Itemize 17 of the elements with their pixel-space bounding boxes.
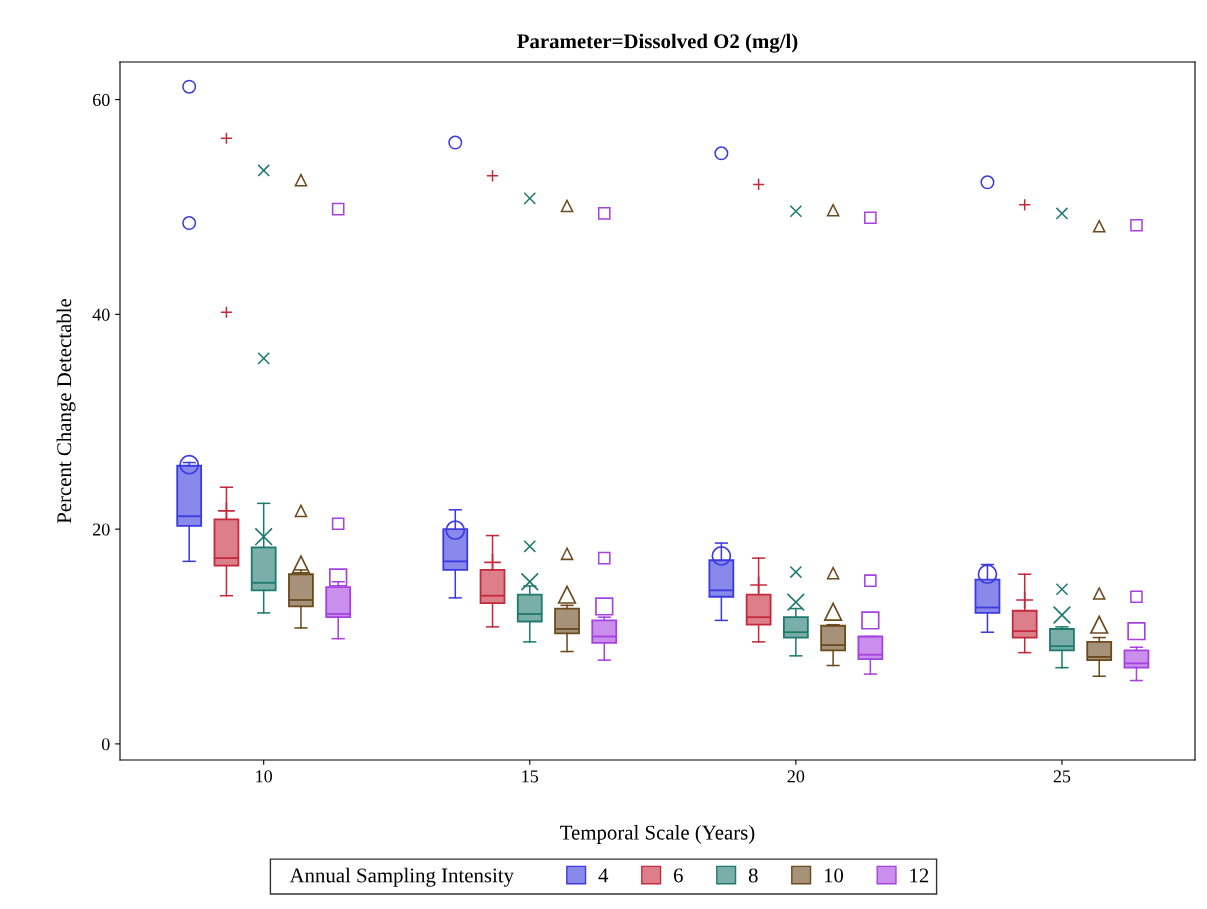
x-tick-label: 10 (256, 770, 273, 783)
x-axis-title: Temporal Scale (Years) (560, 824, 755, 844)
chart-title: Parameter=Dissolved O2 (mg/l) (517, 33, 798, 53)
y-tick-label: 0 (101, 738, 110, 751)
x-tick-label: 25 (1053, 770, 1071, 783)
legend-label: 12 (910, 868, 929, 883)
y-tick-label: 20 (93, 523, 110, 536)
y-tick-label: 60 (93, 93, 110, 107)
y-tick-label: 40 (92, 308, 110, 321)
legend-title: Annual Sampling Intensity (289, 867, 514, 887)
legend-label: 10 (824, 868, 844, 883)
y-axis-title: Percent Change Detectable (56, 298, 76, 524)
legend-label: 4 (598, 868, 609, 883)
x-tick-label: 15 (522, 770, 539, 783)
legend-label: 6 (673, 868, 683, 883)
x-tick-label: 20 (787, 770, 805, 783)
legend-label: 8 (748, 868, 758, 883)
